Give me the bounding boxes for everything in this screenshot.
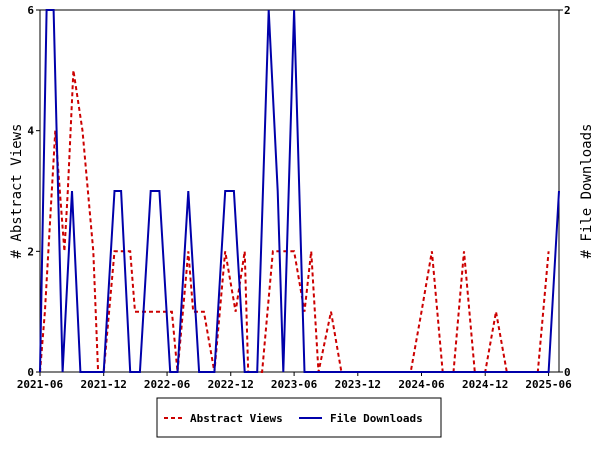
x-tick-label: 2022-12 <box>208 378 254 391</box>
legend-label-file-downloads: File Downloads <box>330 412 423 425</box>
x-tick-label: 2024-06 <box>398 378 445 391</box>
x-tick-label: 2024-12 <box>462 378 508 391</box>
right-tick-label: 2 <box>564 4 571 17</box>
series-line-abstract-views <box>39 70 550 373</box>
x-axis: 2021-06 2021-12 2022-06 2022-12 2023-06 2023-… <box>17 372 572 391</box>
right-tick-label: 0 <box>564 366 571 379</box>
legend: Abstract Views File Downloads <box>156 397 442 438</box>
series-layer <box>39 9 560 373</box>
x-tick-label: 2023-12 <box>335 378 381 391</box>
left-tick-label: 0 <box>27 366 34 379</box>
legend-label-abstract-views: Abstract Views <box>190 412 283 425</box>
right-axis-title: # File Downloads <box>579 124 595 259</box>
x-tick-label: 2023-06 <box>271 378 318 391</box>
left-axis: 0 2 4 6 <box>27 4 40 379</box>
left-axis-title: # Abstract Views <box>9 124 25 259</box>
left-tick-label: 6 <box>27 4 34 17</box>
series-line-file-downloads <box>39 9 560 373</box>
x-tick-label: 2021-06 <box>17 378 64 391</box>
right-axis: 02 <box>559 4 571 379</box>
x-tick-label: 2025-06 <box>525 378 572 391</box>
x-tick-label: 2021-12 <box>81 378 127 391</box>
left-tick-label: 2 <box>27 245 34 258</box>
x-tick-label: 2022-06 <box>144 378 191 391</box>
left-tick-label: 4 <box>27 125 34 138</box>
